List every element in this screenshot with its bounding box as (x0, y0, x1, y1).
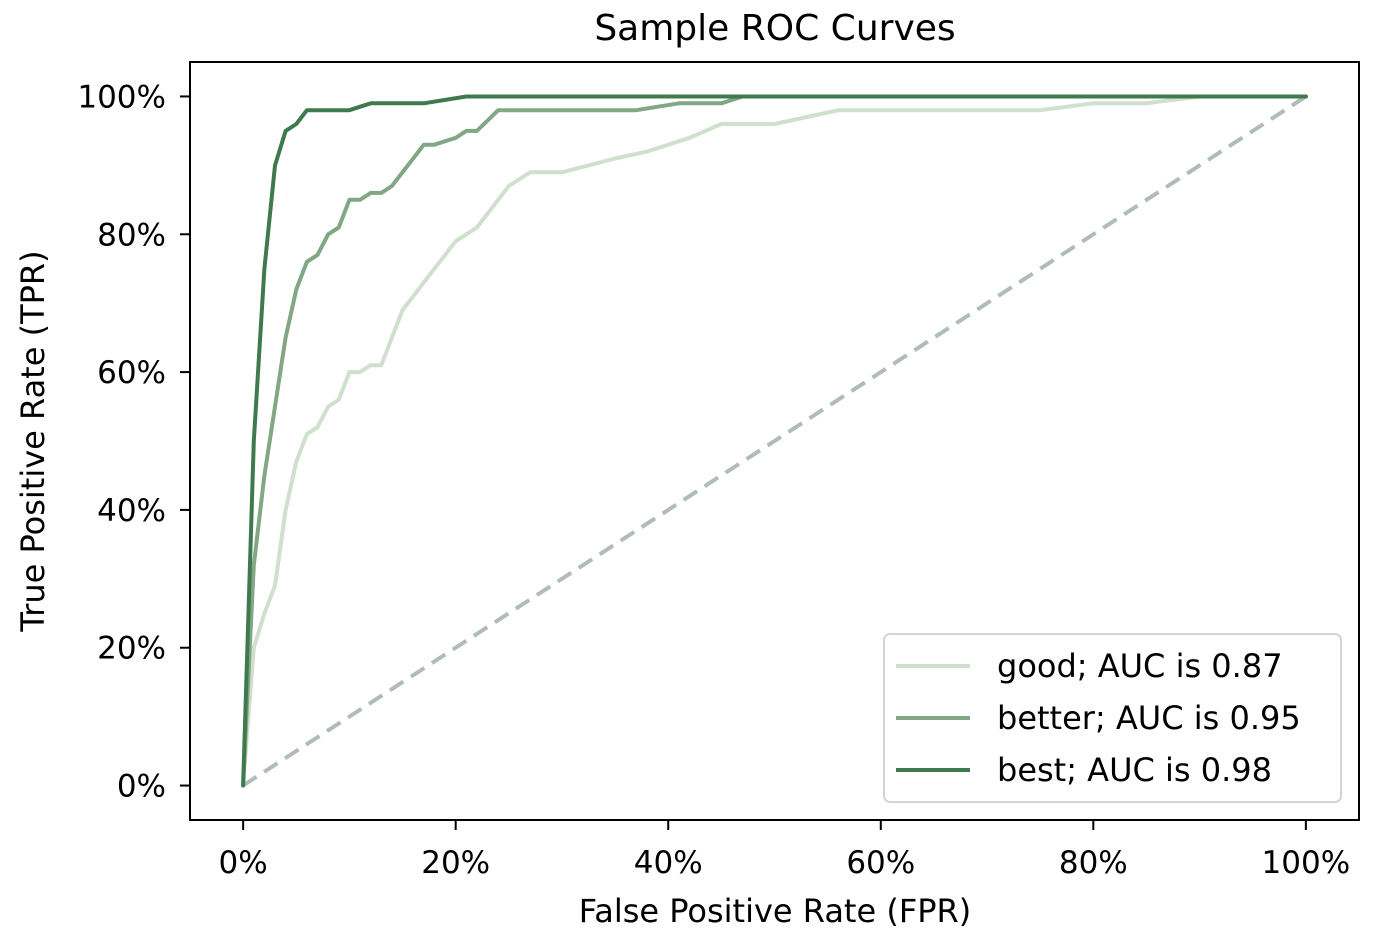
series-line-0 (241, 94, 1308, 788)
x-tick-label: 60% (846, 845, 915, 881)
x-tick-label: 100% (1262, 845, 1351, 881)
y-axis-title: True Positive Rate (TPR) (14, 250, 52, 632)
y-axis: 0% 20% 40% 60% 80% 100% (77, 79, 190, 805)
x-tick-label: 80% (1059, 845, 1128, 881)
x-axis: 0% 20% 40% 60% 80% 100% (219, 820, 1351, 881)
diagonal-reference-line (242, 94, 1307, 788)
x-axis-title: False Positive Rate (FPR) (579, 892, 971, 930)
y-tick-label: 100% (77, 79, 166, 115)
plot-frame (189, 61, 1360, 821)
legend-label: good; AUC is 0.87 (997, 647, 1283, 685)
y-tick-label: 80% (97, 217, 166, 253)
series-layer (241, 94, 1308, 788)
y-tick-label: 0% (117, 769, 166, 805)
chart-title: Sample ROC Curves (594, 8, 955, 49)
y-tick-label: 20% (97, 631, 166, 667)
legend-items: good; AUC is 0.87 better; AUC is 0.95 best… (896, 647, 1301, 789)
y-tick-label: 40% (97, 493, 166, 529)
series-line-1 (241, 94, 1308, 788)
y-tick-label: 60% (97, 355, 166, 391)
x-tick-label: 40% (634, 845, 703, 881)
legend-frame (883, 633, 1342, 803)
series-line-2 (241, 94, 1308, 788)
legend: good; AUC is 0.87 better; AUC is 0.95 best… (883, 633, 1342, 803)
x-tick-label: 20% (421, 845, 490, 881)
legend-label: better; AUC is 0.95 (997, 699, 1301, 737)
legend-label: best; AUC is 0.98 (997, 751, 1272, 789)
x-tick-label: 0% (219, 845, 268, 881)
